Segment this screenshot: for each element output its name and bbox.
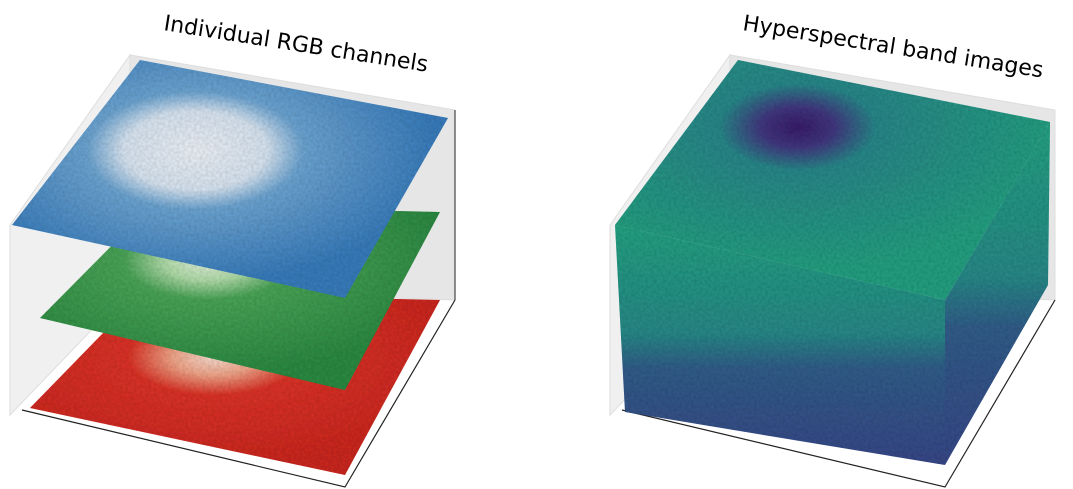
page: Individual RGB channels Hyperspectral ba… (0, 0, 1073, 489)
figure: Individual RGB channels Hyperspectral ba… (0, 0, 1073, 489)
